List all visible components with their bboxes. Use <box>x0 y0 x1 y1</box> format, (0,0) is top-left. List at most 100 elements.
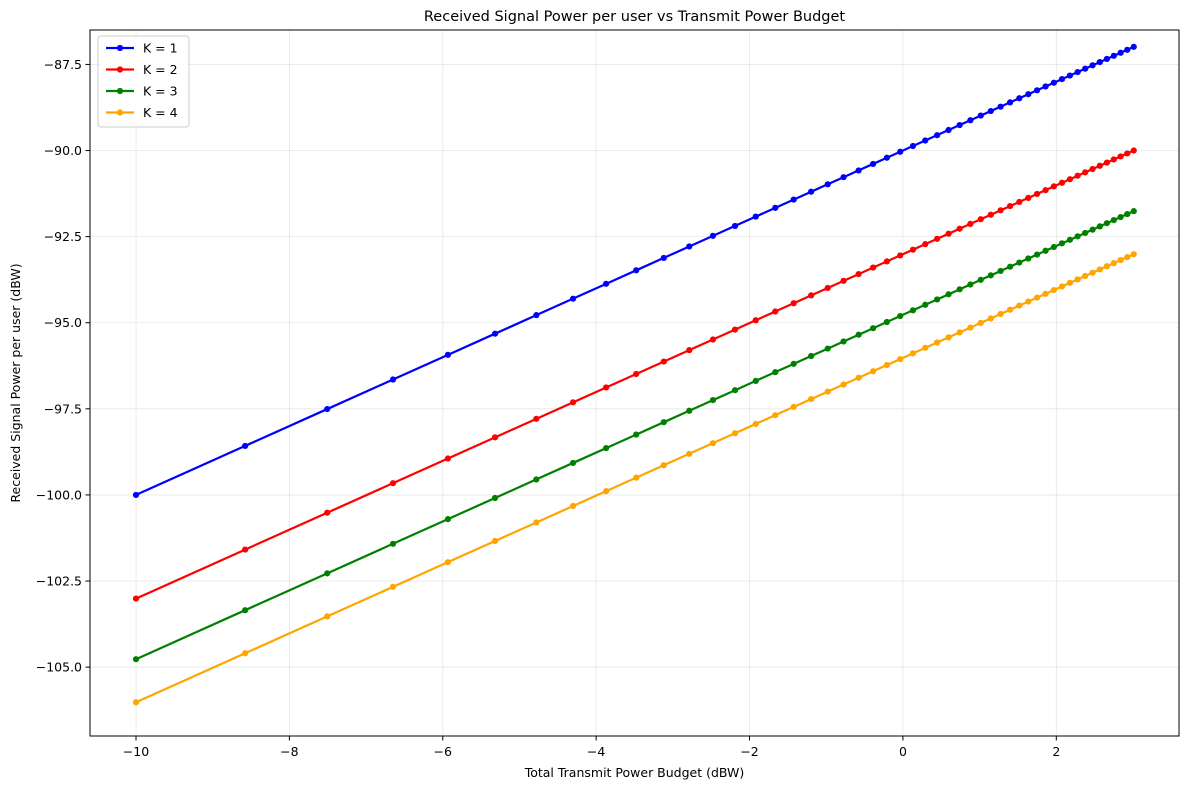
data-point <box>709 397 717 404</box>
data-point <box>1074 233 1081 240</box>
data-point <box>945 126 952 134</box>
data-point <box>840 381 847 388</box>
data-point <box>444 351 452 358</box>
series-layer <box>132 43 1137 706</box>
series-4 <box>132 251 1137 706</box>
data-point <box>824 284 831 292</box>
data-point <box>1082 229 1089 237</box>
data-point <box>977 216 984 223</box>
data-point <box>1089 165 1096 173</box>
data-point <box>660 419 667 426</box>
y-tick-label: −87.5 <box>44 57 82 72</box>
data-point <box>808 292 815 299</box>
y-tick-label: −95.0 <box>44 315 82 330</box>
data-point <box>967 324 974 331</box>
data-point <box>1016 198 1023 206</box>
data-point <box>1130 208 1137 215</box>
data-point <box>909 307 917 314</box>
data-point <box>1130 147 1137 154</box>
data-point <box>1066 236 1074 243</box>
data-point <box>1124 150 1131 157</box>
y-tick-label: −97.5 <box>44 401 82 416</box>
data-point <box>840 174 847 181</box>
data-point <box>603 444 610 452</box>
x-tick-label: −2 <box>740 744 758 759</box>
legend: K = 1 K = 2 K = 3 K = 4 <box>97 35 190 128</box>
data-point <box>1110 156 1117 163</box>
data-point <box>808 352 815 360</box>
data-point <box>752 317 759 324</box>
data-point <box>790 196 797 203</box>
series-2 <box>132 147 1137 602</box>
data-point <box>1050 286 1057 294</box>
data-point <box>1025 194 1032 201</box>
ticks: −10 −8 −6 −4 −2 0 2 −105.0 −102.5 −100.0 −97.5 −95.… <box>36 57 1061 759</box>
data-point <box>633 474 640 481</box>
data-point <box>956 225 963 232</box>
data-point <box>569 502 577 510</box>
data-point <box>977 112 984 119</box>
data-point <box>1025 91 1032 98</box>
data-point <box>752 420 759 428</box>
data-point <box>731 222 739 230</box>
data-point <box>752 213 759 220</box>
grid <box>90 30 1179 736</box>
data-point <box>569 295 577 302</box>
data-point <box>883 361 891 369</box>
legend-label: K = 1 <box>143 41 178 56</box>
data-point <box>731 387 739 394</box>
data-point <box>242 442 249 450</box>
legend-label: K = 2 <box>143 62 178 77</box>
data-point <box>324 570 331 577</box>
legend-swatch-marker <box>116 66 124 73</box>
data-point <box>1050 243 1057 251</box>
data-point <box>997 207 1004 214</box>
data-point <box>1096 223 1103 230</box>
data-point <box>883 318 891 326</box>
data-point <box>1096 59 1103 66</box>
data-point <box>1016 95 1023 102</box>
data-point <box>922 301 929 308</box>
data-point <box>1089 226 1096 233</box>
data-point <box>1025 255 1032 262</box>
data-point <box>533 476 540 483</box>
legend-swatch-marker <box>116 44 124 52</box>
data-point <box>1117 257 1124 264</box>
data-point <box>772 308 779 315</box>
data-point <box>790 300 797 307</box>
data-point <box>997 103 1004 110</box>
data-point <box>987 315 994 322</box>
data-point <box>1066 72 1074 79</box>
legend-item: K = 3 <box>106 84 178 99</box>
data-point <box>922 344 929 351</box>
data-point <box>945 230 952 237</box>
data-point <box>1006 99 1014 106</box>
data-point <box>1050 183 1057 190</box>
data-point <box>1042 187 1049 194</box>
x-tick-label: −4 <box>587 744 605 759</box>
data-point <box>1110 260 1117 267</box>
data-point <box>603 280 610 287</box>
plot-frame <box>89 29 1180 737</box>
data-point <box>1130 251 1137 258</box>
data-point <box>824 181 831 188</box>
data-point <box>1074 68 1081 76</box>
data-point <box>855 331 862 338</box>
data-point <box>660 254 667 262</box>
data-point <box>633 431 640 438</box>
data-point <box>808 188 815 195</box>
data-point <box>1066 279 1074 286</box>
data-point <box>686 450 693 457</box>
data-point <box>132 699 140 706</box>
x-tick-label: 2 <box>1052 744 1060 759</box>
data-point <box>1117 213 1124 221</box>
data-point <box>132 656 140 663</box>
data-point <box>709 232 717 239</box>
series-1 <box>132 43 1137 499</box>
data-point <box>1103 220 1110 227</box>
x-tick-label: −8 <box>280 744 298 759</box>
data-point <box>869 325 877 332</box>
data-point <box>897 355 904 363</box>
